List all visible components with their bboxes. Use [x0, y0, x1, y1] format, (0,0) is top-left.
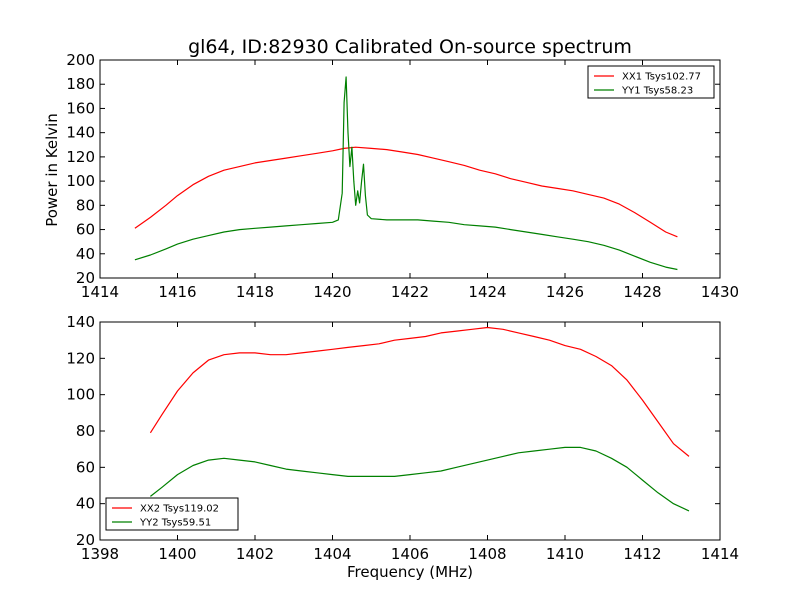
series-line-2-1: [149, 326, 690, 457]
series-line-2-2: [150, 446, 690, 512]
x-tick-label: 1430: [701, 283, 739, 301]
x-tick-label: 1424: [468, 283, 506, 301]
y-tick-label: 120: [66, 349, 95, 367]
figure-title: gl64, ID:82930 Calibrated On-source spec…: [188, 36, 632, 58]
y-tick-label: 60: [76, 221, 95, 239]
top-plot: 1414 1416 1418 1420 1422 1424 1426 1428 1430 20 40…: [66, 51, 739, 301]
x-tick-label: 1410: [546, 545, 584, 563]
x-tick-label: 1406: [391, 545, 429, 563]
legend-label: YY1 Tsys58.23: [621, 86, 693, 97]
y-tick-label: 100: [66, 172, 95, 190]
x-tick-label: 1422: [391, 283, 429, 301]
y-tick-label: 140: [66, 313, 95, 331]
y-axis-label: Power in Kelvin: [43, 113, 61, 227]
legend-box: [587, 65, 715, 99]
x-tick-label: 1402: [236, 545, 274, 563]
x-tick-label: 1400: [158, 545, 196, 563]
bottom-plot: 1398 1400 1402 1404 1406 1408 1410 1412 1414 20 40…: [66, 313, 739, 563]
x-tick-label: 1416: [158, 283, 196, 301]
y-tick-label: 180: [66, 75, 95, 93]
y-tick-label: 40: [76, 245, 95, 263]
x-tick-label: 1408: [468, 545, 506, 563]
x-tick-label: 1398: [81, 545, 119, 563]
y-tick-label: 20: [76, 531, 95, 549]
y-tick-label: 160: [66, 99, 95, 117]
y-tick-label: 80: [76, 196, 95, 214]
y-tick-label: 100: [66, 386, 95, 404]
y-tick-label: 120: [66, 148, 95, 166]
series-line-1-2: [134, 76, 678, 271]
x-axis-label: Frequency (MHz): [347, 563, 473, 581]
x-tick-label: 1414: [701, 545, 739, 563]
y-tick-label: 40: [76, 495, 95, 513]
x-tick-label: 1414: [81, 283, 119, 301]
legend-box: [105, 497, 239, 531]
y-tick-label: 200: [66, 51, 95, 69]
y-tick-label: 140: [66, 124, 95, 142]
y-tick-label: 20: [76, 269, 95, 287]
legend-label: XX1 Tsys102.77: [622, 72, 701, 83]
x-tick-label: 1418: [236, 283, 274, 301]
x-tick-label: 1404: [313, 545, 351, 563]
x-tick-label: 1428: [623, 283, 661, 301]
y-tick-label: 80: [76, 422, 95, 440]
x-tick-label: 1426: [546, 283, 584, 301]
y-tick-label: 60: [76, 458, 95, 476]
x-tick-label: 1420: [313, 283, 351, 301]
legend-label: XX2 Tsys119.02: [140, 504, 219, 515]
series-line-1-1: [134, 146, 678, 238]
legend-label: YY2 Tsys59.51: [139, 518, 211, 529]
x-tick-label: 1412: [623, 545, 661, 563]
